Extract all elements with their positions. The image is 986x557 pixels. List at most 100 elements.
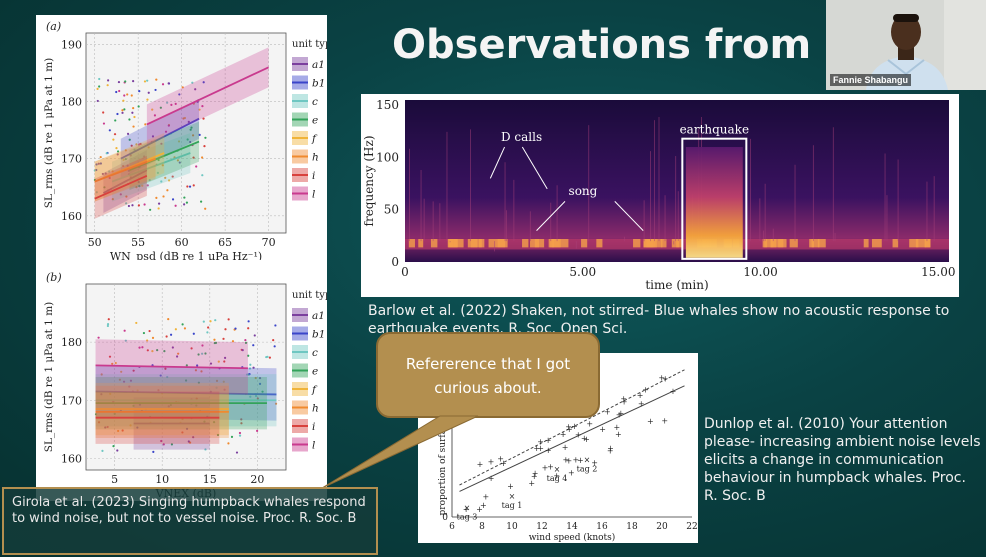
data-point xyxy=(97,421,101,424)
data-point xyxy=(258,376,262,380)
song-unit xyxy=(488,239,498,248)
data-point xyxy=(166,375,169,379)
y-tick-label: 180 xyxy=(61,336,82,349)
data-point: + xyxy=(658,373,665,382)
annotation-arrow xyxy=(521,146,548,190)
data-point xyxy=(117,80,121,84)
data-point: + xyxy=(562,443,569,452)
data-point xyxy=(131,111,134,114)
data-point xyxy=(135,186,138,189)
data-point xyxy=(256,397,259,400)
dunlop-caption: Dunlop et al. (2010) Your attention plea… xyxy=(704,416,981,504)
data-point xyxy=(125,195,128,198)
data-point xyxy=(169,333,173,336)
data-point xyxy=(103,186,106,189)
data-point xyxy=(133,148,136,151)
data-point xyxy=(128,118,131,121)
data-point xyxy=(244,341,248,344)
data-point xyxy=(146,98,149,101)
data-point: + xyxy=(581,434,588,443)
data-point xyxy=(96,99,99,103)
trend-line-dashed xyxy=(459,369,685,486)
earthquake-box xyxy=(681,137,748,260)
data-point: + xyxy=(615,430,622,439)
data-point: + xyxy=(507,482,514,491)
data-point xyxy=(102,111,105,114)
data-point xyxy=(209,362,213,365)
data-point xyxy=(206,331,209,334)
girola-caption-text: Girola et al. (2023) Singing humpback wh… xyxy=(12,495,366,526)
earthquake-energy xyxy=(685,147,743,258)
data-point xyxy=(93,169,96,172)
data-point: + xyxy=(566,425,573,434)
data-point: + xyxy=(531,472,538,481)
regression-line-b1 xyxy=(95,390,277,396)
song-unit xyxy=(811,239,820,248)
data-point: + xyxy=(670,387,677,396)
data-point xyxy=(171,175,174,178)
data-point xyxy=(94,413,98,416)
data-point xyxy=(126,132,130,135)
data-point xyxy=(240,422,243,425)
data-point xyxy=(144,123,147,126)
data-point xyxy=(109,392,112,395)
song-unit xyxy=(430,239,438,248)
data-point xyxy=(114,361,117,365)
data-point: + xyxy=(565,423,572,432)
data-point: + xyxy=(591,459,598,468)
data-point xyxy=(200,200,203,203)
data-point xyxy=(111,362,114,365)
data-point xyxy=(107,318,110,321)
callout-text: Refererence that I got curious about. xyxy=(405,355,571,397)
data-point: + xyxy=(613,423,620,432)
data-point xyxy=(223,356,227,359)
data-point: + xyxy=(604,407,611,416)
song-unit xyxy=(778,239,787,248)
data-point xyxy=(167,82,170,85)
data-point xyxy=(160,439,163,443)
data-point xyxy=(209,320,212,323)
data-point xyxy=(203,420,206,423)
data-point xyxy=(256,429,259,432)
data-point xyxy=(148,178,151,182)
regression-line-c xyxy=(111,152,191,183)
legend-label-c: c xyxy=(312,96,318,108)
data-point xyxy=(252,344,255,347)
data-point xyxy=(121,109,124,112)
data-point xyxy=(197,381,200,384)
x-tick-label: 20 xyxy=(250,473,264,486)
data-point: + xyxy=(488,474,495,483)
x-tick-label: 20 xyxy=(656,522,668,532)
data-point xyxy=(178,161,181,164)
data-point xyxy=(95,191,98,194)
data-point: + xyxy=(547,463,554,472)
data-point xyxy=(100,393,103,396)
data-point xyxy=(191,81,194,84)
data-point xyxy=(238,434,242,437)
data-point xyxy=(200,156,204,159)
data-point: + xyxy=(566,456,573,465)
x-tick-label: 12 xyxy=(536,522,547,532)
legend-label-b1: b1 xyxy=(312,78,325,90)
data-point xyxy=(273,345,276,348)
song-unit xyxy=(643,239,653,248)
data-point xyxy=(98,85,101,88)
data-point xyxy=(253,334,256,337)
data-point xyxy=(248,372,251,376)
x-tick-label: 15.00 xyxy=(921,265,955,279)
data-point xyxy=(222,380,225,383)
data-point xyxy=(116,150,120,153)
data-point xyxy=(163,350,166,353)
x-tick-label: 5 xyxy=(111,473,118,486)
legend-label-i: i xyxy=(312,170,315,182)
data-point xyxy=(201,174,204,177)
data-point xyxy=(138,143,141,146)
song-unit xyxy=(408,239,415,248)
data-point: + xyxy=(621,398,628,407)
data-point xyxy=(192,436,195,439)
data-point xyxy=(184,379,188,382)
data-point xyxy=(118,89,121,93)
data-point xyxy=(252,366,255,369)
data-point xyxy=(131,204,134,207)
data-point xyxy=(247,354,250,357)
